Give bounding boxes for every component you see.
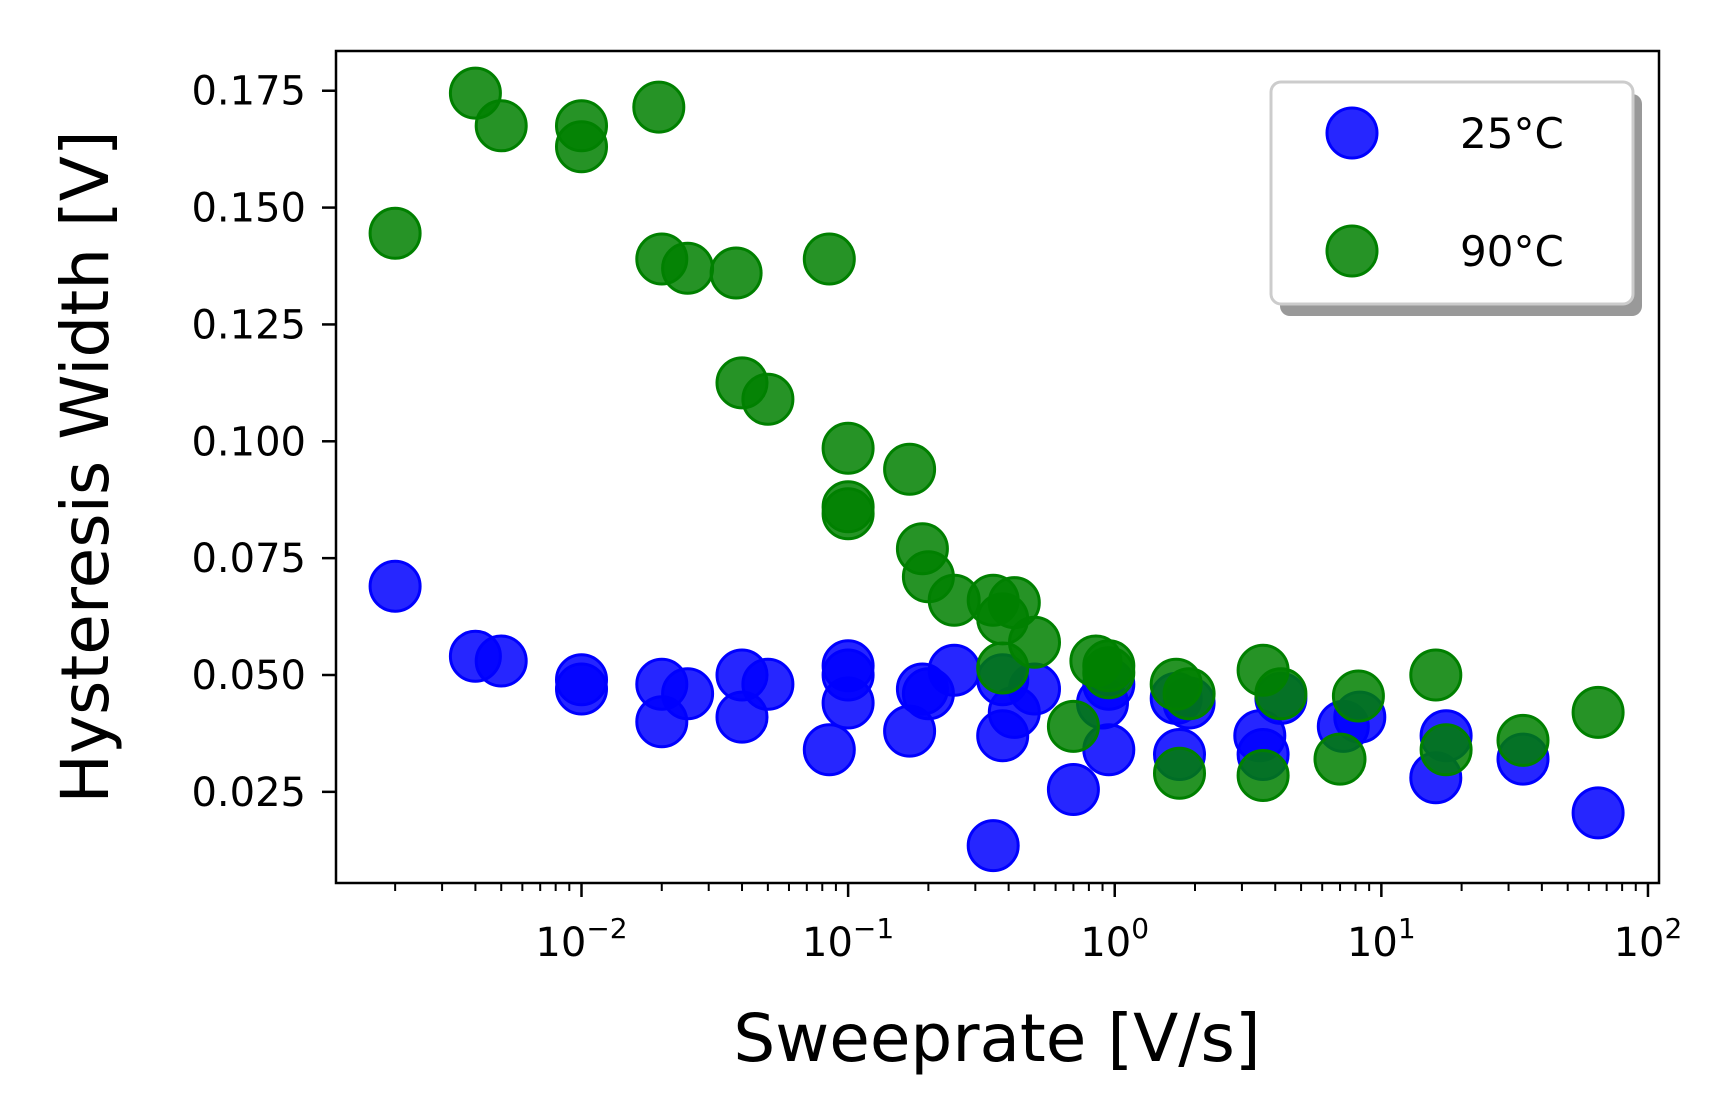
data-point-series-0-2 [474,634,528,688]
x-tick-exponent: −1 [853,912,894,945]
data-point-series-1-35 [1331,669,1385,723]
x-tick-label: 10−2 [535,912,627,966]
data-point-series-1-12 [821,421,875,475]
x-tick-base: 10 [1614,920,1665,966]
legend-box [1269,80,1635,306]
data-point-series-1-7 [661,241,715,295]
data-point-series-0-19 [966,819,1020,873]
data-point-series-1-10 [741,372,795,426]
legend: 25°C 90°C [1269,80,1642,316]
y-tick-label: 0.125 [191,302,306,348]
x-axis-title: Sweeprate [V/s] [733,1000,1260,1077]
data-point-series-1-23 [976,641,1030,695]
data-point-series-1-11 [802,232,856,286]
data-point-series-1-8 [709,246,763,300]
x-axis-ticks: 10−2 10−1 100 101 102 [394,883,1683,966]
data-point-series-1-36 [1409,648,1463,702]
data-point-series-1-37 [1419,723,1473,777]
data-point-series-0-7 [661,667,715,721]
data-point-series-1-30 [1153,746,1206,800]
data-point-series-0-0 [368,559,422,613]
x-tick-base: 10 [535,920,586,966]
y-tick-label: 0.050 [191,653,306,699]
data-point-series-0-14 [821,676,875,730]
data-point-series-1-14 [821,487,875,541]
x-tick-label: 102 [1614,912,1683,966]
data-point-series-1-34 [1313,732,1367,786]
data-point-series-1-15 [883,442,937,496]
x-tick-base: 10 [1347,920,1398,966]
legend-label-25c: 25°C [1460,109,1564,158]
y-tick-label: 0.150 [191,186,306,232]
x-tick-exponent: 2 [1665,912,1683,945]
y-tick-label: 0.175 [191,69,306,115]
x-tick-base: 10 [1080,920,1131,966]
data-point-series-1-0 [368,206,422,260]
legend-label-90c: 90°C [1460,227,1564,276]
data-point-series-1-38 [1496,713,1550,767]
x-tick-exponent: −2 [586,912,627,945]
data-point-series-0-11 [802,723,856,777]
plot-frame [334,49,1661,885]
data-point-series-0-10 [741,657,795,711]
x-tick-label: 101 [1347,912,1416,966]
data-point-series-0-39 [1571,786,1625,840]
data-point-series-1-29 [1162,667,1216,721]
data-point-series-0-4 [555,662,608,716]
data-point-series-1-24 [1046,699,1100,753]
data-point-series-0-24 [1046,763,1100,816]
data-point-series-1-27 [1082,646,1136,700]
y-axis-ticks: 0.025 0.050 0.075 0.100 0.125 0.150 0.175 [191,69,336,816]
data-point-series-1-5 [632,80,686,134]
data-point-series-1-39 [1571,685,1625,739]
legend-marker-25c [1325,106,1379,160]
y-tick-label: 0.025 [191,770,306,816]
data-point-series-1-32 [1236,749,1290,802]
x-tick-base: 10 [802,920,853,966]
y-tick-label: 0.100 [191,419,306,465]
data-points [368,66,1625,873]
x-tick-exponent: 0 [1131,912,1149,945]
data-point-series-1-4 [555,120,608,174]
x-tick-label: 100 [1080,912,1149,966]
x-tick-exponent: 1 [1398,912,1416,945]
y-axis-title: Hysteresis Width [V] [47,130,124,803]
data-point-series-1-2 [474,99,528,153]
data-point-series-0-18 [927,643,981,697]
legend-marker-90c [1325,224,1379,278]
y-tick-label: 0.075 [191,536,306,582]
data-point-series-1-33 [1254,667,1308,721]
x-tick-label: 10−1 [802,912,894,966]
